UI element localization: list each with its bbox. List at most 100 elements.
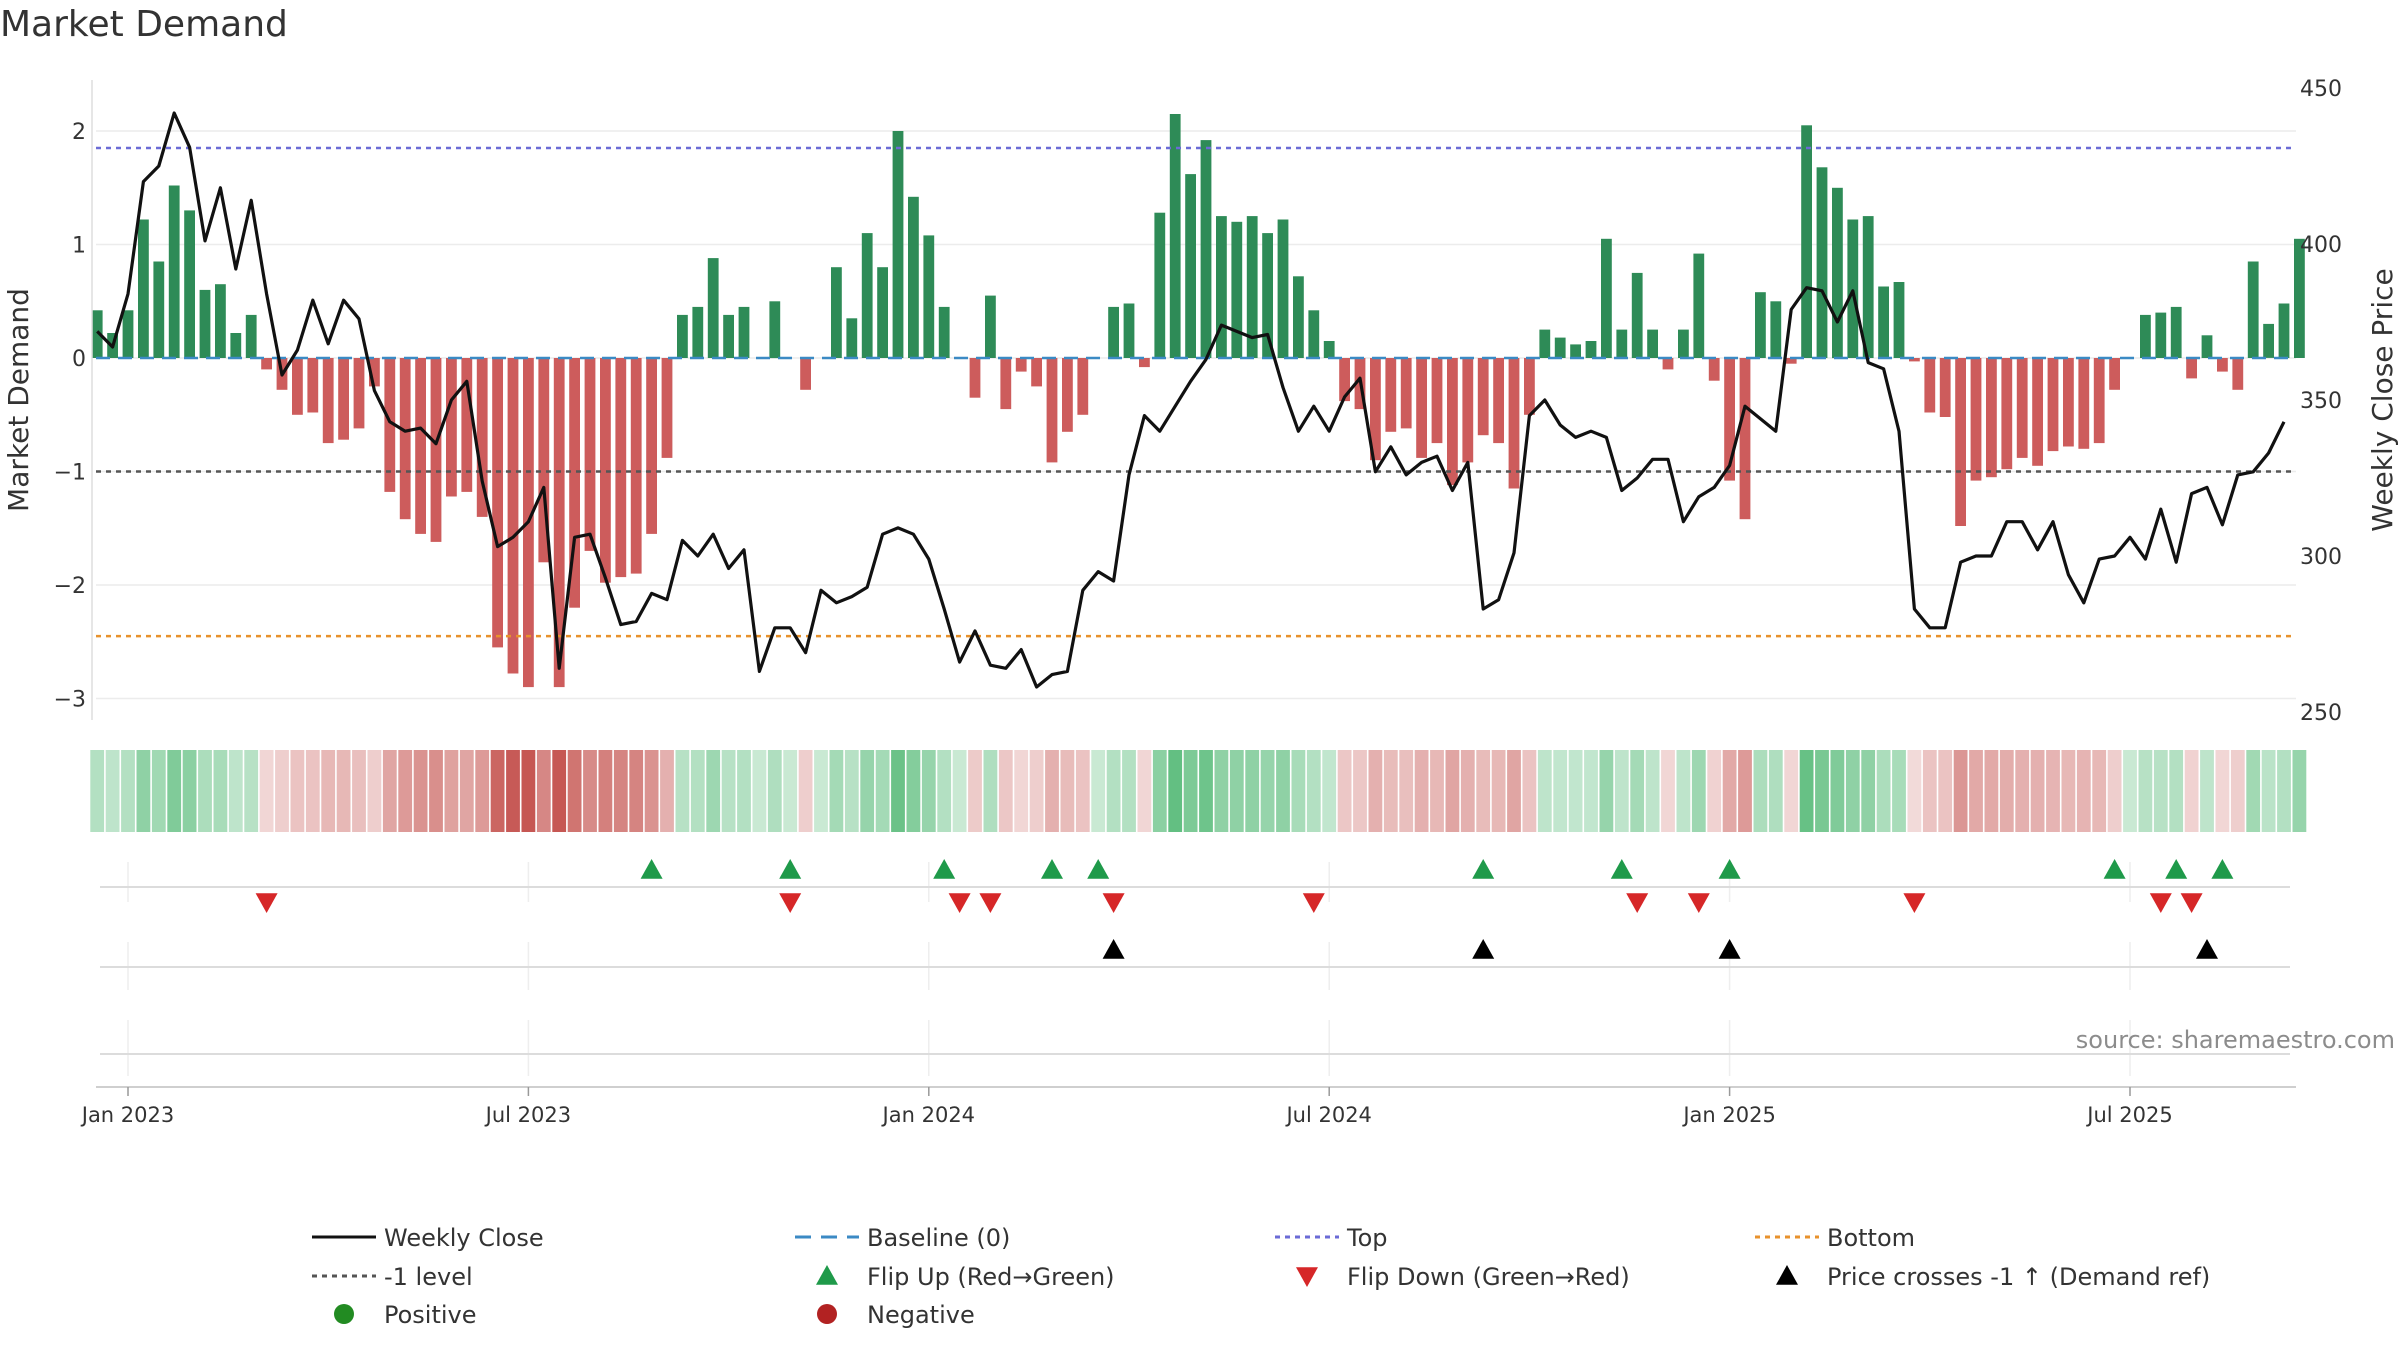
flip-up-marker [1718,859,1741,879]
bar-negative [369,358,380,387]
strip-cell [737,750,751,832]
strip-cell [998,750,1013,832]
flip-down-marker [1102,893,1125,913]
bar-positive [1585,341,1597,358]
flip-up-marker [2211,859,2234,879]
legend-item: Positive [334,1301,477,1329]
bar-positive [831,267,842,358]
strip-cell [1815,750,1829,832]
bar-positive [1231,221,1243,358]
bar-negative [415,358,426,534]
legend-item: Flip Down (Green→Red) [1296,1263,1630,1291]
flip-up-marker [933,859,956,879]
bar-positive [769,301,781,359]
bar-positive [2155,312,2167,358]
flip-down-marker [2180,893,2203,913]
strip-cell [1091,750,1106,832]
bar-negative [476,358,488,517]
bar-positive [215,284,226,358]
bar-negative [800,358,811,390]
strip-cell [1830,750,1845,832]
bar-positive [877,267,888,358]
flip-up-marker [1472,859,1495,879]
strip-cell [613,750,628,832]
bar-positive [2201,335,2213,358]
bar-positive [2294,238,2305,358]
bar-negative [430,358,442,542]
flip-down-marker [779,893,802,913]
bar-negative [1400,358,1412,429]
strip-cell [1984,750,1999,832]
flip-markers [100,859,2290,1055]
strip-cell [844,750,859,832]
strip-cell [1999,750,2014,832]
bar-negative [553,358,565,688]
bar-negative [384,358,396,492]
bar-negative [2093,358,2105,444]
bar-negative [1970,358,1982,481]
strip-cell [1152,750,1167,832]
flip-down-marker [2149,893,2172,913]
strip-cell [2184,750,2199,832]
strip-cell [459,750,474,832]
bar-negative [1139,358,1150,368]
strip-cell [90,750,105,832]
date-tick-label: Jan 2024 [881,1103,976,1127]
strip-cell [2061,750,2076,832]
bar-positive [692,306,704,358]
strip-cell [259,750,274,832]
bar-positive [1154,212,1166,358]
strip-cell [1276,750,1290,832]
axes: 2 1 0 −1 −2 −3 450 400 350 300 250 Market Demand Wee… [2,77,2399,726]
bar-negative [661,358,673,458]
bar-positive [1293,276,1304,358]
strip-cell [983,750,998,832]
bar-positive [908,196,919,358]
strip-cell [105,750,120,832]
strip-cell [1784,750,1799,832]
bar-negative [2232,358,2244,390]
source-note: source: sharemaestro.com [2076,1026,2395,1054]
strip-cell [413,750,428,832]
right-tick-label: 350 [2300,389,2342,414]
strip-cell [968,750,982,832]
strip-cell [429,750,443,832]
strip-cell [136,750,151,832]
bar-negative [1909,358,1920,362]
strip-cell [2246,750,2261,832]
strip-cell [1045,750,1059,832]
legend-item: Price crosses -1 ↑ (Demand ref) [1776,1263,2210,1291]
bar-positive [2278,303,2290,358]
strip-cell [1060,750,1075,832]
bar-positive [1246,216,1258,358]
strip-cell [1168,750,1183,832]
strip-cell [2153,750,2168,832]
legend-item: -1 level [312,1263,473,1291]
strip-cell [1430,750,1444,832]
price-line [96,111,2286,689]
bar-negative [615,358,627,578]
bar-negative [1046,358,1058,463]
date-axis: Jan 2023 Jul 2023 Jan 2024 Jul 2024 Jan 2025… [80,1086,2296,1127]
bar-negative [2016,358,2028,458]
strip-cell [275,750,289,832]
bar-negative [1431,358,1443,444]
bar-negative [1447,358,1458,486]
strip-cell [1799,750,1814,832]
strip-cell [875,750,890,832]
strip-cell [1537,750,1552,832]
strip-cell [2169,750,2184,832]
strip-cell [2261,750,2276,832]
legend-item: Bottom [1755,1224,1915,1252]
legend-label: Negative [867,1301,975,1329]
legend-label: Bottom [1827,1224,1915,1252]
bar-positive [892,131,904,358]
strip-cell [1845,750,1860,832]
flip-down-marker [1903,893,1926,913]
strip-cell [1522,750,1537,832]
bar-positive [985,295,996,358]
legend-label: Positive [384,1301,477,1329]
strip-cell [752,750,767,832]
bar-positive [1200,140,1212,358]
